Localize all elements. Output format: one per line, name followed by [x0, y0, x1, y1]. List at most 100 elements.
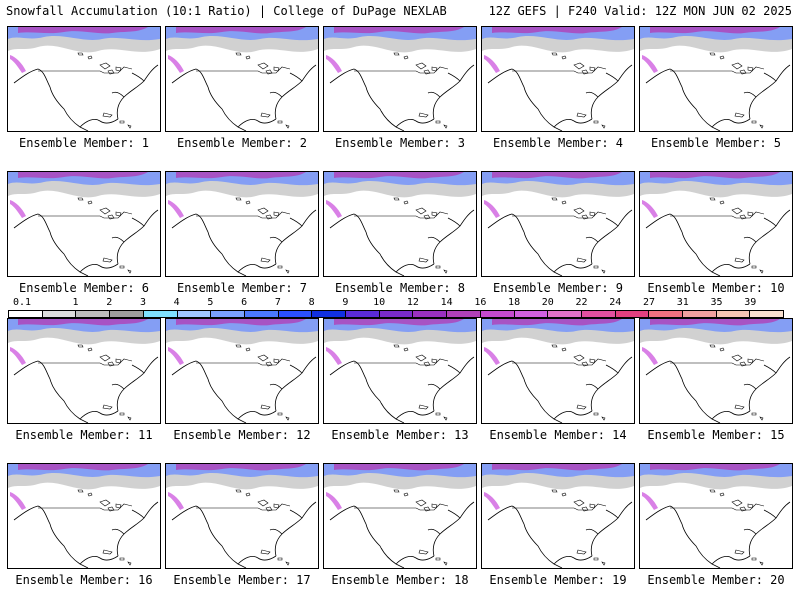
- ensemble-panel: [639, 318, 793, 424]
- snow-coastal-area: [642, 492, 658, 510]
- ensemble-panel: [7, 26, 161, 132]
- member-label: Ensemble Member: 14: [489, 428, 627, 442]
- snow-coastal-area: [168, 347, 184, 365]
- colorbar-swatch: [649, 311, 684, 317]
- country-border: [196, 358, 291, 366]
- snow-heavy-area: [650, 464, 780, 471]
- snow-heavy-area: [334, 464, 464, 471]
- snow-coastal-area: [642, 347, 658, 365]
- ensemble-panel: [639, 26, 793, 132]
- lakes: [709, 489, 754, 512]
- ensemble-panel: [481, 171, 635, 277]
- islands: [260, 112, 290, 129]
- islands: [418, 257, 448, 274]
- colorbar-swatch: [413, 311, 448, 317]
- islands: [418, 549, 448, 566]
- country-border: [196, 211, 291, 219]
- colorbar-tick-label: 16: [474, 297, 487, 308]
- coastline: [329, 209, 475, 276]
- ensemble-panel: [323, 171, 477, 277]
- colorbar-swatch: [615, 311, 650, 317]
- snow-coastal-area: [484, 55, 500, 73]
- lakes: [235, 197, 280, 220]
- colorbar-swatch: [76, 311, 111, 317]
- snow-coastal-area: [642, 200, 658, 218]
- islands: [576, 549, 606, 566]
- member-label: Ensemble Member: 11: [15, 428, 153, 442]
- snowfall-map: [324, 319, 476, 423]
- snow-coastal-area: [10, 200, 26, 218]
- country-border: [38, 211, 133, 219]
- ensemble-panel: [165, 318, 319, 424]
- snow-coastal-area: [326, 492, 342, 510]
- member-label: Ensemble Member: 7: [176, 281, 308, 295]
- lakes: [393, 52, 438, 75]
- valid-time: 12Z GEFS | F240 Valid: 12Z MON JUN 02 20…: [488, 4, 792, 18]
- snowfall-map: [166, 464, 318, 568]
- snow-coastal-area: [326, 347, 342, 365]
- colorbar-swatch: [42, 311, 77, 317]
- country-border: [670, 503, 765, 511]
- coastline: [171, 64, 317, 131]
- colorbar-tick-label: 2: [106, 297, 113, 308]
- country-border: [670, 358, 765, 366]
- country-border: [354, 211, 449, 219]
- colorbar-ticks: 0.1 1 2 3 4 5 6 7 8 9 10 12 14 16 18 20 22 24 27 31 35 39: [8, 297, 784, 309]
- snow-heavy-area: [650, 319, 780, 326]
- snow-coastal-area: [326, 55, 342, 73]
- snowfall-map: [166, 319, 318, 423]
- country-border: [670, 66, 765, 74]
- snow-coastal-area: [642, 55, 658, 73]
- snow-heavy-area: [176, 27, 306, 34]
- colorbar-tick-label: 0.1: [12, 297, 32, 308]
- snow-heavy-area: [650, 172, 780, 179]
- member-label: Ensemble Member: 6: [18, 281, 150, 295]
- coastline: [645, 209, 791, 276]
- snow-heavy-area: [334, 27, 464, 34]
- snow-heavy-area: [492, 27, 622, 34]
- colorbar-tick-label: 5: [207, 297, 214, 308]
- snow-coastal-area: [484, 200, 500, 218]
- member-label: Ensemble Member: 13: [331, 428, 469, 442]
- islands: [102, 112, 132, 129]
- country-border: [38, 66, 133, 74]
- snow-coastal-area: [10, 55, 26, 73]
- snow-coastal-area: [168, 55, 184, 73]
- coastline: [171, 209, 317, 276]
- ensemble-panel: [323, 26, 477, 132]
- colorbar-swatch: [379, 311, 414, 317]
- colorbar-tick-label: 18: [508, 297, 521, 308]
- colorbar-tick-label: 14: [440, 297, 453, 308]
- lakes: [551, 197, 596, 220]
- colorbar-tick-label: 27: [643, 297, 656, 308]
- colorbar-tick-label: 9: [342, 297, 349, 308]
- colorbar-tick-label: 35: [710, 297, 723, 308]
- islands: [734, 112, 764, 129]
- member-label: Ensemble Member: 17: [173, 573, 311, 587]
- coastline: [329, 356, 475, 423]
- country-border: [512, 503, 607, 511]
- snowfall-map: [482, 319, 634, 423]
- snow-heavy-area: [176, 464, 306, 471]
- ensemble-panel: [639, 171, 793, 277]
- islands: [576, 404, 606, 421]
- snowfall-map: [640, 319, 792, 423]
- snowfall-map: [8, 464, 160, 568]
- country-border: [38, 503, 133, 511]
- islands: [260, 549, 290, 566]
- snow-heavy-area: [176, 172, 306, 179]
- snow-heavy-area: [650, 27, 780, 34]
- colorbar-swatch: [514, 311, 549, 317]
- coastline: [329, 64, 475, 131]
- colorbar-tick-label: 31: [676, 297, 689, 308]
- islands: [260, 257, 290, 274]
- colorbar-swatch: [346, 311, 380, 317]
- colorbar: [8, 310, 784, 318]
- coastline: [487, 64, 633, 131]
- colorbar-swatch: [110, 311, 144, 317]
- snowfall-map: [166, 172, 318, 276]
- snow-heavy-area: [334, 319, 464, 326]
- snow-heavy-area: [18, 172, 148, 179]
- lakes: [709, 197, 754, 220]
- lakes: [77, 197, 122, 220]
